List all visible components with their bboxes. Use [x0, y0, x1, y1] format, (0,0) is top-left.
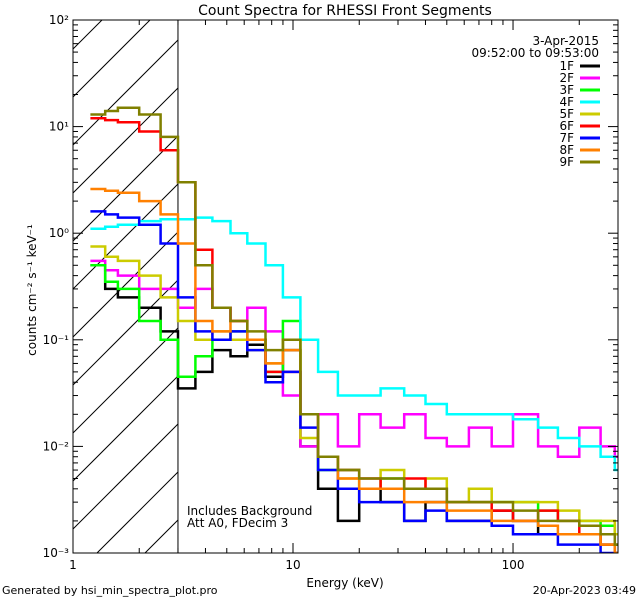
hatch-line [72, 19, 151, 98]
y-tick-label: 10¹ [49, 120, 69, 134]
x-tick-label: 10 [285, 558, 300, 572]
hatch-line [72, 183, 179, 290]
hatch-line [72, 135, 179, 242]
excluded-energy-hatch [72, 19, 179, 554]
y-tick-label: 10⁻² [43, 439, 70, 453]
x-axis-label: Energy (keV) [306, 576, 383, 590]
y-tick-label: 10² [49, 13, 69, 27]
obs-time-range: 09:52:00 to 09:53:00 [472, 46, 599, 60]
hatch-line [72, 375, 179, 482]
hatch-line [96, 471, 179, 554]
y-tick-label: 10⁰ [49, 226, 69, 240]
footer-generated-by: Generated by hsi_min_spectra_plot.pro [2, 584, 218, 597]
legend-label-1F: 1F [559, 59, 574, 73]
hatch-line [72, 423, 179, 530]
legend-label-9F: 9F [559, 155, 574, 169]
y-tick-label: 10⁻³ [43, 546, 70, 560]
legend-label-5F: 5F [559, 107, 574, 121]
spectra-curves [90, 106, 618, 553]
obs-date: 3-Apr-2015 [532, 34, 599, 48]
hatch-line [72, 231, 179, 338]
y-axis-label: counts cm⁻² s⁻¹ keV⁻¹ [25, 224, 39, 356]
y-tick-label: 10⁻¹ [43, 333, 70, 347]
legend-label-3F: 3F [559, 83, 574, 97]
annotation-attenuator: Att A0, FDecim 3 [187, 516, 288, 530]
hatch-line [72, 87, 179, 194]
series-line-9F [90, 106, 618, 546]
x-tick-labels: 1 10 100 [69, 558, 524, 572]
hatch-line [72, 39, 179, 146]
chart-title: Count Spectra for RHESSI Front Segments [198, 3, 492, 19]
legend-label-8F: 8F [559, 143, 574, 157]
hatch-line [144, 519, 179, 554]
legend-label-7F: 7F [559, 131, 574, 145]
footer-timestamp: 20-Apr-2023 03:49 [533, 584, 636, 597]
y-tick-labels: 10⁻³ 10⁻² 10⁻¹ 10⁰ 10¹ 10² [43, 13, 70, 560]
hatch-line [72, 19, 103, 50]
axis-ticks [72, 19, 619, 554]
legend-label-4F: 4F [559, 95, 574, 109]
series-line-3F [90, 264, 618, 536]
legend-label-2F: 2F [559, 71, 574, 85]
legend-label-6F: 6F [559, 119, 574, 133]
x-tick-label: 1 [69, 558, 77, 572]
x-tick-label: 100 [502, 558, 525, 572]
hatch-line [72, 327, 179, 434]
plot-frame [72, 19, 619, 554]
series-line-4F [90, 216, 618, 472]
annotation-background: Includes Background [187, 504, 312, 518]
